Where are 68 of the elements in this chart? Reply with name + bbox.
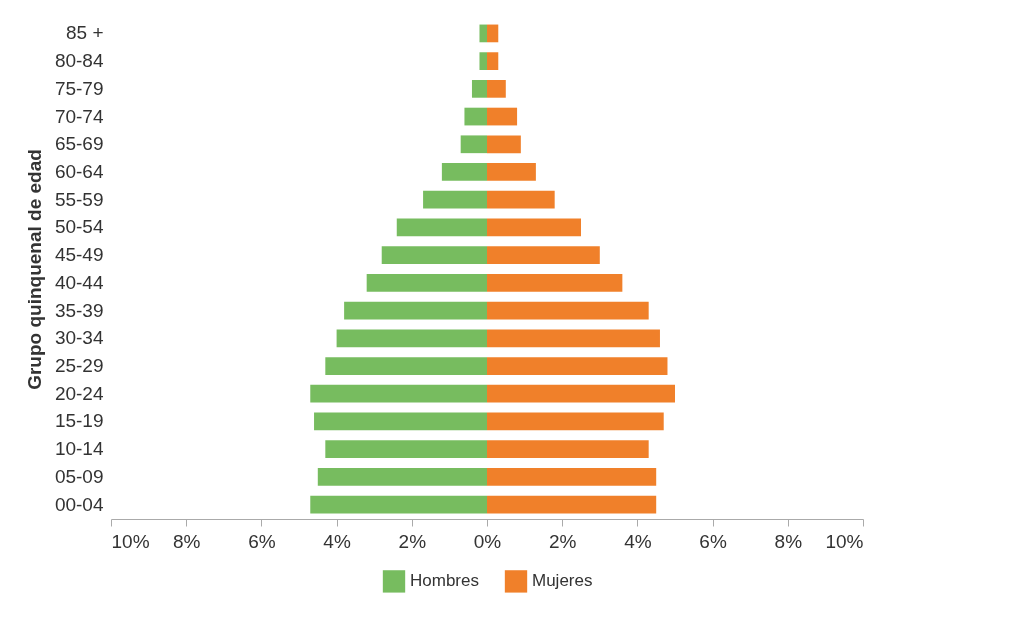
bar <box>396 218 487 237</box>
legend-label: Hombres <box>410 571 479 591</box>
bar <box>336 329 487 348</box>
y-axis-title: Grupo quinquenal de edad <box>23 149 45 390</box>
bar <box>366 273 487 292</box>
bar <box>317 468 487 486</box>
bar <box>487 301 649 320</box>
y-tick-label: 65-69 <box>54 133 104 155</box>
x-tick-label: 10% <box>825 530 864 552</box>
bar <box>487 135 521 154</box>
bar <box>441 163 487 181</box>
x-tick-label: 4% <box>624 530 652 552</box>
bar <box>487 384 675 403</box>
y-tick-label: 50-54 <box>54 216 104 238</box>
bar <box>325 440 487 459</box>
bar <box>479 24 487 43</box>
x-tick-label: 8% <box>172 530 201 552</box>
bar <box>471 79 487 98</box>
y-tick-label: 10-14 <box>54 438 104 460</box>
bar <box>487 190 555 209</box>
bar <box>464 107 487 126</box>
y-tick-label: 40-44 <box>54 271 104 293</box>
x-tick-label: 0% <box>473 530 502 552</box>
bar <box>314 412 487 431</box>
bar <box>487 357 668 375</box>
bar <box>310 384 487 403</box>
y-tick-label: 55-59 <box>54 188 104 210</box>
x-tick-label: 4% <box>323 530 351 552</box>
bar <box>487 468 657 486</box>
bar <box>487 329 660 348</box>
y-tick-label: 15-19 <box>54 410 104 432</box>
legend-label: Mujeres <box>532 571 593 591</box>
bar <box>487 163 536 181</box>
y-tick-label: 45-49 <box>54 244 104 266</box>
bar <box>487 79 506 98</box>
x-tick-label: 6% <box>248 530 276 552</box>
bar <box>487 440 649 459</box>
bar <box>487 273 623 292</box>
y-tick-label: 20-24 <box>54 382 104 404</box>
bar <box>487 495 657 514</box>
y-tick-label: 05-09 <box>54 465 104 487</box>
bar <box>381 246 487 265</box>
x-tick-label: 2% <box>548 530 577 552</box>
y-tick-label: 75-79 <box>54 77 104 99</box>
bar <box>487 24 499 43</box>
bar <box>460 135 487 154</box>
bar <box>479 52 487 70</box>
bar <box>487 107 518 126</box>
y-tick-label: 30-34 <box>54 327 104 349</box>
bar <box>487 412 664 431</box>
bar <box>325 357 487 375</box>
y-tick-label: 70-74 <box>54 105 104 127</box>
bar <box>310 495 487 514</box>
y-tick-label: 25-29 <box>54 355 104 377</box>
x-tick-label: 8% <box>774 530 803 552</box>
bar <box>344 301 487 320</box>
bar <box>487 52 499 70</box>
x-tick-label: 10% <box>111 530 150 552</box>
y-tick-label: 00-04 <box>54 493 104 515</box>
y-tick-label: 85 + <box>65 22 104 44</box>
y-tick-label: 35-39 <box>54 299 104 321</box>
bar <box>423 190 487 209</box>
y-tick-label: 60-64 <box>54 160 104 182</box>
y-tick-label: 80-84 <box>54 50 104 72</box>
bar <box>487 218 581 237</box>
x-tick-label: 2% <box>398 530 427 552</box>
x-tick-label: 6% <box>699 530 727 552</box>
bar <box>487 246 600 265</box>
